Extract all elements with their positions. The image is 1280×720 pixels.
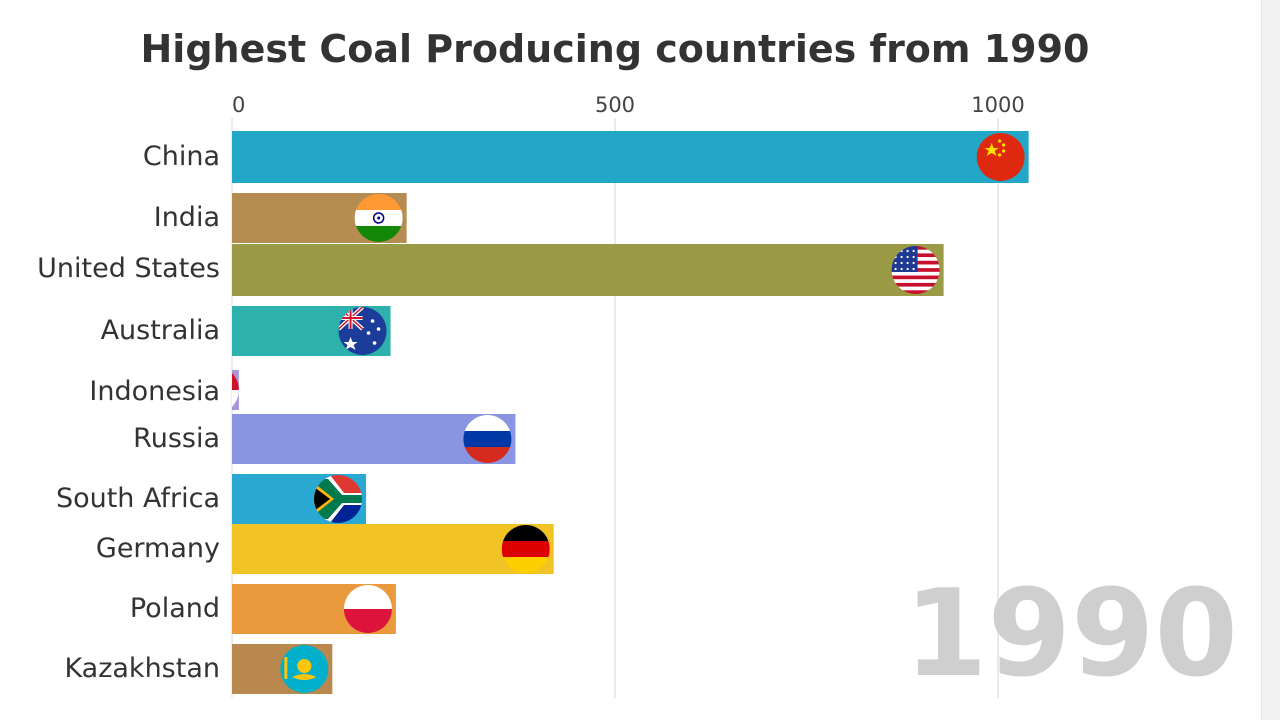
bar-china	[232, 131, 1029, 183]
category-label: Australia	[101, 315, 220, 346]
chart-title: Highest Coal Producing countries from 19…	[141, 27, 1090, 71]
bar-germany	[232, 524, 554, 574]
year-label: 1990	[904, 565, 1238, 704]
russia-flag-icon	[463, 415, 512, 463]
right-edge-panel	[1261, 0, 1280, 720]
china-flag-icon	[976, 133, 1025, 181]
category-label: South Africa	[56, 483, 220, 514]
category-label: United States	[37, 253, 220, 284]
south-africa-flag-icon	[314, 475, 363, 523]
x-tick-label: 1000	[971, 93, 1024, 117]
category-labels: China India United States Australia Indonesi…	[37, 141, 220, 684]
australia-flag-icon	[338, 307, 387, 355]
bars	[232, 131, 1029, 694]
category-label: India	[154, 202, 220, 233]
poland-flag-icon	[343, 585, 392, 633]
x-tick-label: 500	[595, 93, 635, 117]
x-axis-ticks: 0 500 1000	[232, 93, 1025, 117]
x-tick-label: 0	[232, 93, 245, 117]
germany-flag-icon	[501, 525, 550, 573]
usa-flag-icon	[891, 246, 940, 294]
category-label: Russia	[133, 423, 220, 454]
category-label: Poland	[130, 593, 220, 624]
kazakhstan-flag-icon	[280, 645, 329, 693]
category-label: Germany	[96, 533, 220, 564]
bar-united-states	[232, 244, 944, 296]
category-label: Kazakhstan	[64, 653, 220, 684]
category-label: Indonesia	[89, 376, 220, 407]
indonesia-flag-icon	[232, 370, 239, 410]
india-flag-icon	[354, 194, 403, 242]
category-label: China	[143, 141, 220, 172]
